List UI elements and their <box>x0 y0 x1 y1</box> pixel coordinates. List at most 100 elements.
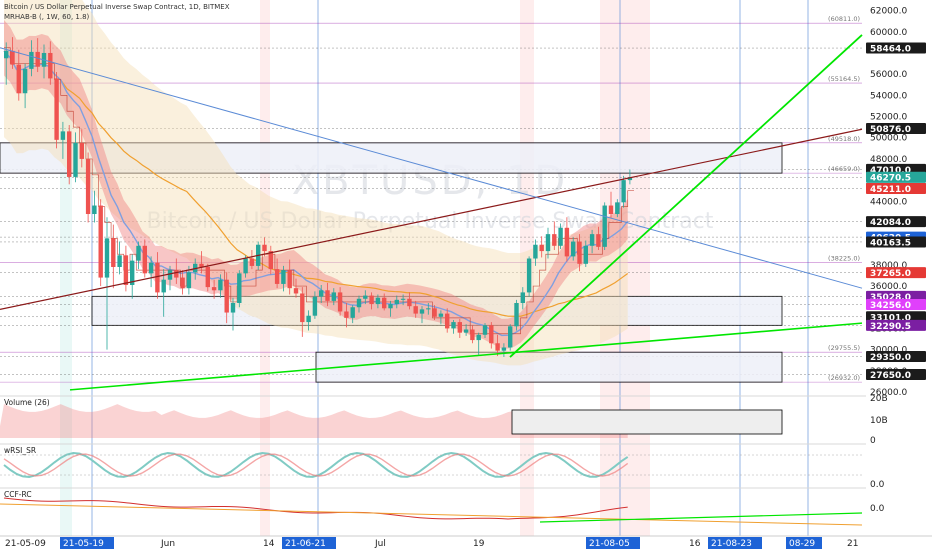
candle <box>350 305 355 324</box>
candle-body <box>300 293 305 323</box>
candle-body <box>558 227 563 246</box>
candle-body <box>344 311 349 318</box>
price-label-text: 42084.0 <box>870 218 911 228</box>
candle-body <box>130 260 135 285</box>
candle <box>73 132 78 183</box>
candle-body <box>451 322 456 329</box>
candle-body <box>48 52 53 79</box>
candle <box>199 251 204 274</box>
price-label: 46270.5 <box>866 171 926 184</box>
candle <box>10 37 15 69</box>
price-label-text: 33101.0 <box>870 313 911 323</box>
candle-body <box>482 325 488 335</box>
candle <box>249 250 255 270</box>
volume-pane-label[interactable]: Volume (26) <box>4 398 50 407</box>
zone-box <box>0 142 783 174</box>
price-label-text: 40163.5 <box>870 238 911 248</box>
price-tick-label: 44000.0 <box>870 197 907 207</box>
candle <box>293 278 299 298</box>
candle <box>262 237 267 257</box>
ccf-trend-line <box>539 512 863 523</box>
candle <box>589 229 595 254</box>
level-note: (46659.0) <box>828 165 860 173</box>
candle-body <box>29 51 34 69</box>
candle-body <box>337 292 343 312</box>
candle <box>136 241 141 270</box>
candle <box>356 295 362 313</box>
trendlines-layer <box>0 34 863 391</box>
candle <box>205 263 210 292</box>
green-trend-line <box>509 34 863 358</box>
price-label-text: 34256.0 <box>870 301 911 311</box>
candle <box>382 293 387 311</box>
candle-body <box>508 326 513 348</box>
candle <box>161 269 166 317</box>
candle-body <box>526 258 532 293</box>
candle <box>375 294 381 309</box>
candle <box>174 258 179 284</box>
candle-body <box>457 322 462 333</box>
candle-body <box>589 234 595 246</box>
candle <box>111 224 116 289</box>
levels-layer: (60811.0) (55164.5) (49518.0) (46659.0) (382… <box>0 15 862 383</box>
candle-body <box>98 205 103 278</box>
time-tick: 19 <box>473 539 485 549</box>
time-tick-label: 21-05-09 <box>5 539 46 549</box>
candle <box>306 310 311 331</box>
price-label-box <box>866 351 926 363</box>
chart-legend-title[interactable]: Bitcoin / US Dollar Perpetual Inverse Sw… <box>4 3 230 11</box>
candle-body <box>10 50 15 65</box>
candle-body <box>363 295 368 299</box>
candle-body <box>167 270 173 280</box>
candle <box>16 49 21 101</box>
time-tick: 21 <box>847 539 858 549</box>
candle-body <box>608 205 614 215</box>
time-tick-box <box>282 537 336 549</box>
candle <box>268 245 273 275</box>
price-tick-label: 30000.0 <box>870 346 907 356</box>
rsi-line <box>3 451 629 478</box>
candle-body <box>60 131 66 140</box>
pane-tick-label: 0.0 <box>870 504 885 514</box>
candle <box>54 72 59 149</box>
candle <box>48 41 53 85</box>
candle-body <box>577 241 582 264</box>
price-label-text: 37265.0 <box>870 269 911 279</box>
rsi-signal-line <box>3 453 629 477</box>
time-tick-label: 21-05-19 <box>63 539 104 549</box>
price-label: 40163.5 <box>866 236 926 248</box>
candle <box>407 292 412 310</box>
candle <box>571 237 576 261</box>
candle <box>312 291 318 319</box>
candle <box>363 290 368 305</box>
sub-panes-layer <box>0 395 932 526</box>
time-tick: 21-05-09 <box>5 539 46 549</box>
rsi-pane-label[interactable]: wRSI_SR <box>4 446 37 455</box>
time-tick: 21-08-23 <box>708 537 762 549</box>
candle <box>419 306 425 324</box>
candle-body <box>111 238 116 267</box>
ccf-pane-label[interactable]: CCF-RC <box>4 490 32 499</box>
candles-layer <box>4 37 633 358</box>
time-tick: 21-08-05 <box>586 537 640 549</box>
candle-body <box>155 262 160 293</box>
candle-body <box>161 279 166 293</box>
candle <box>615 199 620 218</box>
candle-body <box>319 290 324 297</box>
candle <box>22 63 28 109</box>
price-label-box <box>866 236 926 248</box>
price-label: 58464.0 <box>866 42 926 55</box>
zone-box <box>315 351 783 383</box>
candle <box>287 259 292 295</box>
indicator-legend[interactable]: MRHAB-B (, 1W, 60, 1.8) <box>4 13 90 21</box>
zone-box <box>91 295 783 326</box>
candle <box>224 272 229 324</box>
price-label-box <box>866 216 926 228</box>
price-label-text: 35028.0 <box>870 293 911 303</box>
pane-tick-label: 0.0 <box>870 480 885 490</box>
candle <box>426 303 431 315</box>
candle-body <box>54 78 59 140</box>
ma-slow-line <box>3 50 629 317</box>
